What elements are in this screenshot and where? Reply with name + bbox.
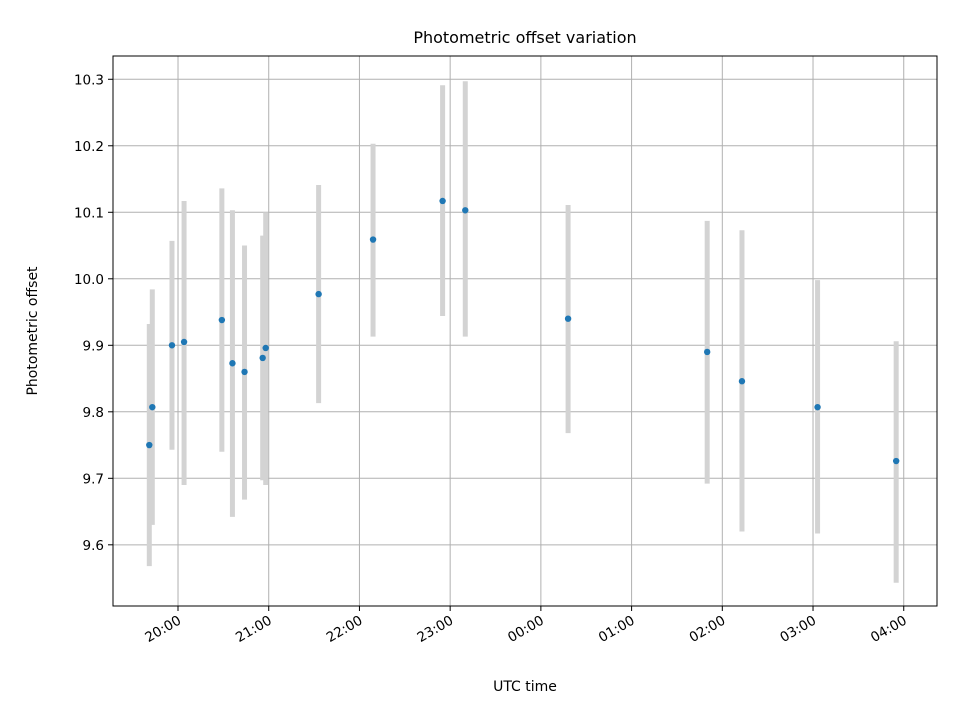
x-tick-label: 00:00 [505, 613, 547, 646]
y-tick-label: 9.7 [83, 471, 104, 487]
data-point [241, 368, 248, 376]
x-axis-label: UTC time [493, 679, 557, 695]
y-axis-ticks: 9.6 9.7 9.8 9.9 10.0 10.1 10.2 10.3 [74, 72, 113, 554]
y-tick-label: 10.1 [74, 205, 104, 221]
data-point [149, 403, 156, 411]
y-axis-label: Photometric offset [25, 266, 41, 396]
x-tick-label: 01:00 [596, 613, 638, 646]
x-tick-label: 02:00 [687, 613, 729, 646]
data-point [259, 354, 266, 362]
data-point [703, 348, 711, 356]
grid-lines [113, 56, 937, 606]
x-tick-label: 20:00 [142, 613, 184, 646]
data-point [892, 457, 900, 465]
x-tick-label: 03:00 [777, 613, 819, 646]
data-point [168, 342, 176, 349]
data-points [146, 197, 900, 465]
data-point [180, 338, 188, 346]
plot-frame [112, 55, 938, 607]
x-tick-label: 04:00 [868, 613, 910, 646]
y-tick-label: 10.3 [74, 72, 104, 88]
data-point [315, 290, 322, 298]
data-point [738, 378, 746, 385]
y-tick-label: 9.9 [83, 338, 104, 354]
data-point [146, 441, 153, 449]
x-tick-label: 21:00 [233, 613, 275, 646]
x-axis-ticks: 20:00 21:00 22:00 23:00 00:00 01:00 02:00 03:00… [142, 606, 910, 646]
error-bars [146, 81, 899, 583]
data-point [814, 403, 821, 411]
y-tick-label: 10.2 [74, 139, 104, 155]
data-point [369, 236, 377, 243]
chart-title: Photometric offset variation [413, 28, 636, 47]
x-tick-label: 23:00 [414, 613, 456, 646]
data-point [564, 315, 572, 322]
data-point [229, 360, 236, 367]
data-point [439, 197, 446, 205]
y-tick-label: 9.8 [83, 405, 104, 421]
data-point [462, 207, 469, 214]
data-point [262, 344, 269, 352]
y-tick-label: 10.0 [74, 272, 104, 288]
x-tick-label: 22:00 [324, 613, 366, 646]
data-point [218, 316, 226, 324]
y-tick-label: 9.6 [83, 538, 104, 554]
